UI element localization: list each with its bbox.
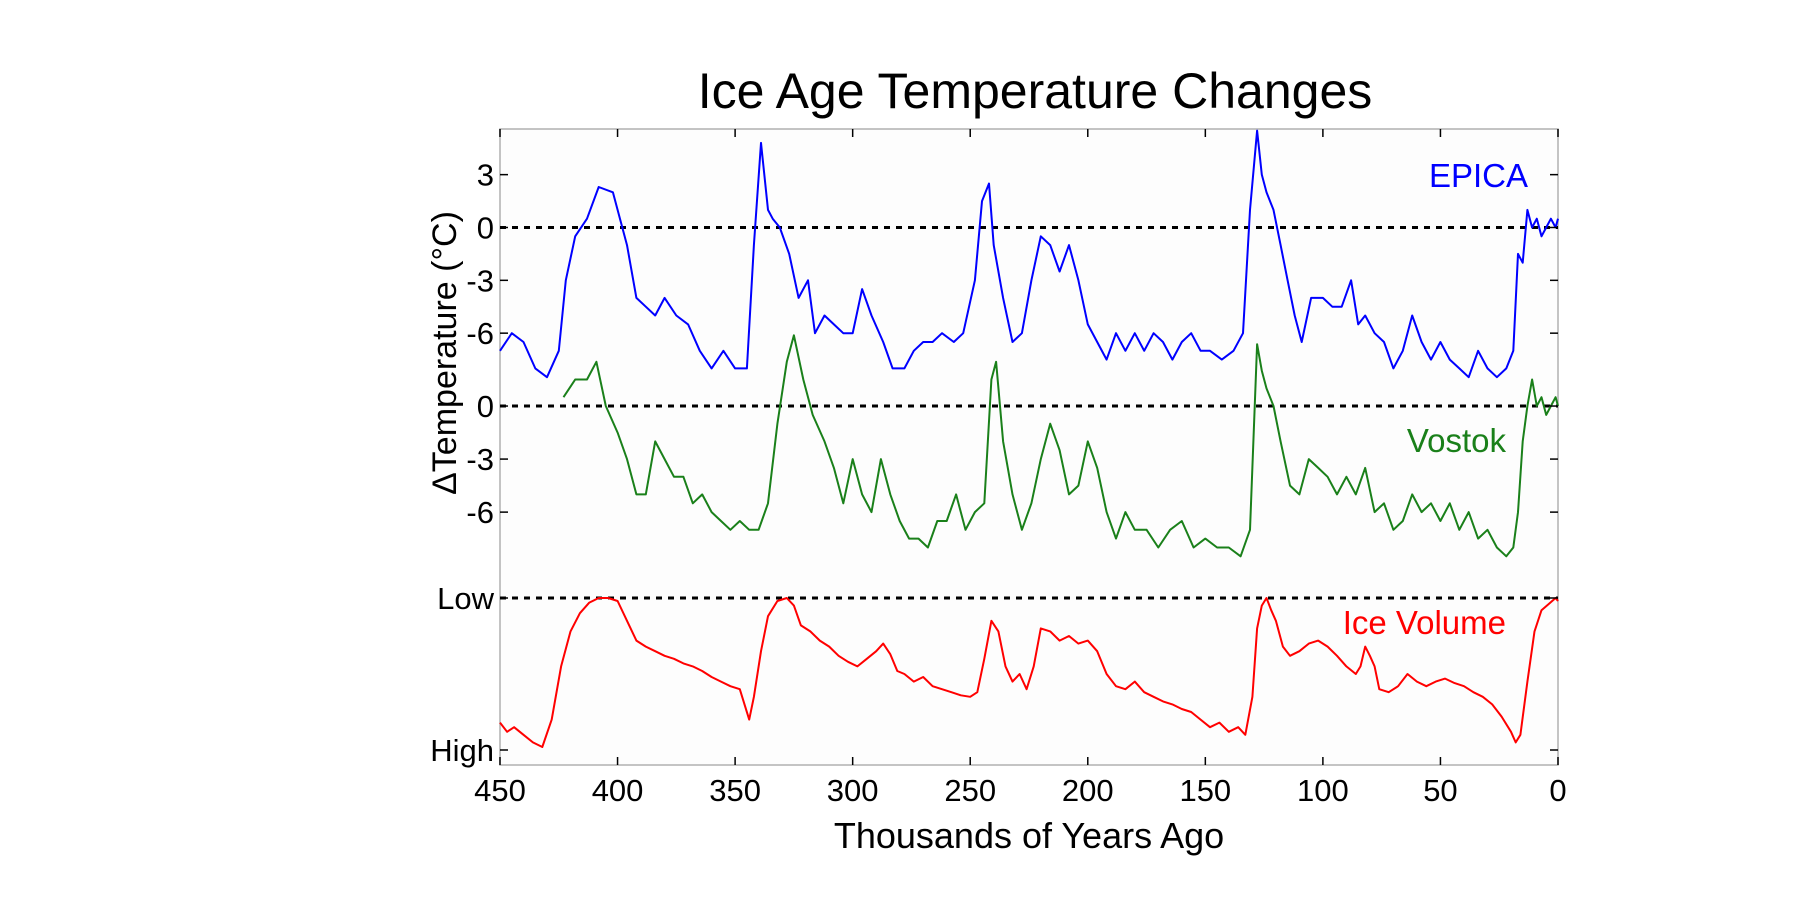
y-axis-label: ΔTemperature (°C) [426,211,464,495]
series-lines [499,129,1559,748]
epica-ytick-label: 0 [477,210,494,245]
xtick-label: 150 [1179,773,1231,808]
vostok-ytick-label: -6 [466,495,494,530]
xtick-label: 450 [474,773,526,808]
vostok-ytick-label: -3 [466,442,494,477]
xtick-label: 250 [944,773,996,808]
xtick-label: 300 [827,773,879,808]
epica-ytick-label: -3 [466,263,494,298]
xtick-label: 100 [1297,773,1349,808]
xtick-label: 350 [709,773,761,808]
xtick-label: 50 [1423,773,1457,808]
epica-series-line [499,129,1559,379]
x-axis-label: Thousands of Years Ago [834,815,1224,856]
chart-title: Ice Age Temperature Changes [698,63,1373,119]
xtick-label: 0 [1549,773,1566,808]
epica-ytick-label: -6 [466,316,494,351]
ice-volume-ytick-label: High [430,733,494,768]
xtick-label: 200 [1062,773,1114,808]
vostok-series-label: Vostok [1407,422,1507,459]
vostok-ytick-label: 0 [477,389,494,424]
ice-volume-series-label: Ice Volume [1343,604,1506,641]
series-labels: EPICA Vostok Ice Volume [1343,157,1528,641]
epica-ytick-label: 3 [477,158,494,193]
y-ticks: 3 0 -3 -6 0 -3 -6 Low High [430,158,1558,768]
ice-volume-series-line [499,597,1559,748]
x-ticks: 450 400 350 300 250 200 150 100 50 0 [474,129,1567,808]
reference-lines [500,225,1558,600]
xtick-label: 400 [592,773,644,808]
vostok-series-line [562,334,1559,558]
ice-volume-ytick-label: Low [437,581,494,616]
epica-series-label: EPICA [1429,157,1528,194]
